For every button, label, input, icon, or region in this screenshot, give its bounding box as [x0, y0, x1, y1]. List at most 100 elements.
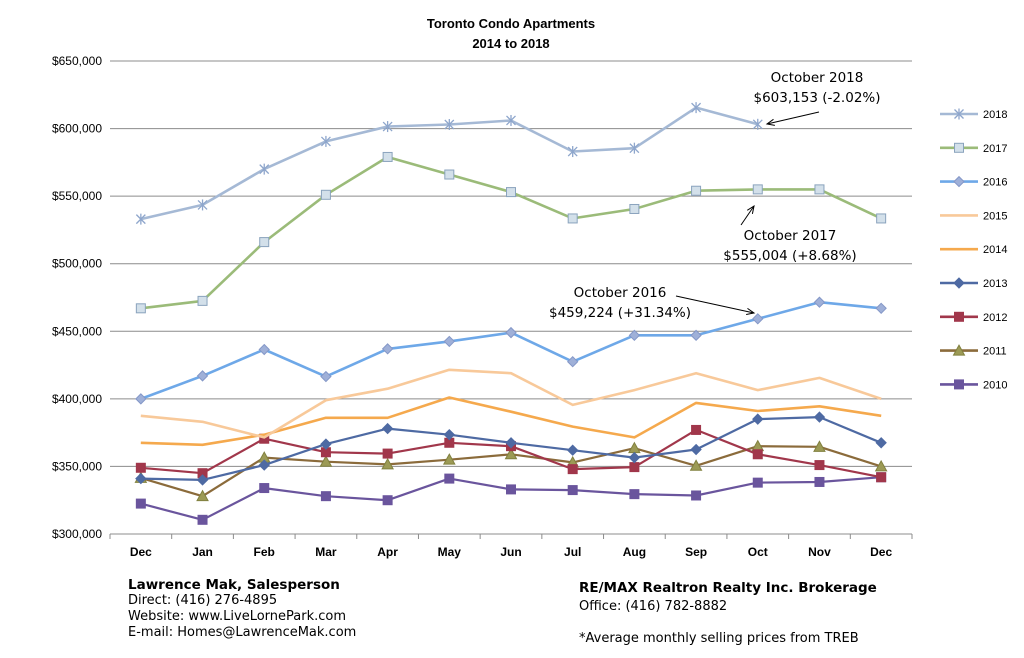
data-point — [259, 163, 270, 175]
data-point — [875, 302, 887, 315]
diamond-marker — [320, 370, 332, 383]
legend-label: 2018 — [983, 109, 1007, 121]
data-point — [691, 490, 702, 501]
x-tick-label: Nov — [808, 545, 831, 559]
data-point — [629, 142, 640, 154]
data-point — [875, 437, 887, 449]
data-point — [135, 462, 146, 473]
diamond-marker — [953, 175, 965, 188]
data-point — [320, 438, 332, 450]
square-marker — [752, 449, 763, 460]
x-tick-label: Sep — [685, 545, 707, 559]
data-point — [629, 489, 640, 500]
data-point — [752, 477, 763, 488]
diamond-marker — [953, 277, 965, 289]
x-tick-label: Apr — [377, 545, 398, 559]
square-marker — [567, 485, 578, 496]
data-point — [135, 472, 147, 485]
data-point — [381, 457, 394, 470]
brokerage-office-phone: Office: (416) 782-8882 — [579, 599, 728, 614]
square-marker — [954, 311, 964, 322]
gridlines — [110, 60, 912, 535]
diamond-marker — [381, 343, 394, 355]
square-marker — [382, 151, 393, 162]
y-tick-label: $500,000 — [52, 257, 102, 271]
axes: $300,000 $350,000 $400,000 $450,000 $500,000… — [52, 54, 913, 559]
chart-subtitle: 2014 to 2018 — [472, 36, 549, 51]
data-point — [259, 237, 270, 248]
square-marker — [197, 514, 208, 525]
square-marker — [506, 484, 516, 495]
legend-label: 2015 — [983, 210, 1007, 222]
square-marker — [135, 462, 146, 473]
diamond-marker — [381, 422, 394, 435]
data-point — [876, 472, 887, 483]
data-point — [506, 114, 516, 126]
annotation-line2: $555,004 (+8.68%) — [723, 248, 856, 264]
data-point — [197, 295, 208, 306]
diamond-marker — [752, 413, 764, 425]
data-point — [876, 213, 887, 224]
data-point — [504, 447, 518, 460]
annotation: October 2016 $459,224 (+31.34%) — [549, 285, 756, 321]
legend-item-2013: 2013 — [940, 277, 1007, 290]
series-2016 — [135, 296, 887, 405]
square-marker — [691, 424, 702, 435]
square-marker — [814, 184, 825, 195]
x-tick-label: Jan — [192, 545, 213, 559]
annotation-line1: October 2017 — [744, 228, 837, 244]
data-point — [258, 343, 270, 356]
series-2017 — [135, 151, 887, 314]
y-tick-label: $450,000 — [52, 324, 102, 338]
square-marker — [259, 483, 270, 494]
square-marker — [629, 489, 640, 500]
legend-label: 2014 — [983, 244, 1007, 256]
data-point — [444, 119, 455, 131]
x-tick-label: Jul — [564, 545, 581, 559]
data-point — [135, 393, 147, 405]
data-point — [381, 343, 394, 355]
data-point — [319, 455, 333, 467]
data-point — [813, 440, 826, 452]
data-point — [444, 169, 455, 180]
data-point — [628, 329, 641, 342]
agent-name: Lawrence Mak, Salesperson — [128, 577, 340, 593]
data-point — [320, 370, 332, 383]
y-tick-label: $550,000 — [52, 189, 102, 203]
diamond-marker — [566, 355, 579, 368]
legend-label: 2013 — [983, 278, 1007, 290]
square-marker — [954, 142, 964, 153]
data-point — [382, 121, 393, 133]
data-point — [691, 424, 702, 435]
legend-marker — [954, 108, 964, 120]
annotation-arrowhead — [746, 307, 756, 315]
data-point — [197, 199, 208, 211]
legend-marker — [953, 175, 965, 188]
data-point — [135, 213, 146, 225]
annotation-line2: $603,153 (-2.02%) — [754, 90, 881, 106]
data-point — [259, 483, 270, 494]
square-marker — [691, 185, 702, 196]
diamond-marker — [875, 302, 887, 315]
legend-item-2015: 2015 — [940, 210, 1007, 222]
legend-marker — [954, 379, 964, 390]
legend-label: 2010 — [983, 379, 1007, 391]
data-point — [320, 135, 331, 147]
agent-website: Website: www.LiveLornePark.com — [128, 609, 347, 624]
triangle-marker — [689, 459, 703, 471]
agent-contact: Lawrence Mak, Salesperson Direct: (416) … — [128, 577, 356, 641]
legend-label: 2016 — [983, 177, 1007, 189]
square-marker — [135, 303, 146, 314]
data-point — [135, 303, 146, 314]
series-2015 — [140, 368, 882, 439]
data-point — [813, 411, 826, 423]
y-tick-label: $400,000 — [52, 392, 102, 406]
data-point — [689, 459, 703, 471]
diamond-marker — [443, 428, 456, 441]
data-point — [506, 484, 516, 495]
triangle-marker — [442, 453, 456, 465]
square-marker — [814, 476, 825, 487]
data-point — [196, 370, 209, 382]
data-point — [629, 462, 640, 473]
